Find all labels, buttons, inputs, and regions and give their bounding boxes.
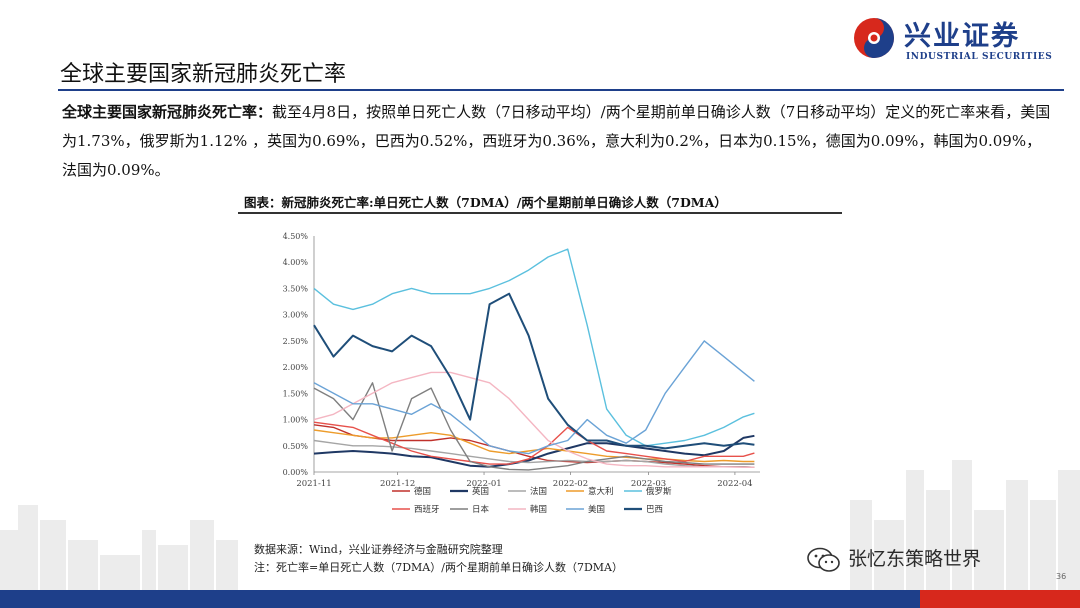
legend-label: 美国: [588, 504, 605, 515]
brand-logo-icon: [854, 18, 894, 58]
x-tick-label: 2022-01: [466, 479, 501, 489]
series-line-韩国: [313, 371, 755, 468]
watermark-text: 张忆东策略世界: [848, 548, 982, 570]
series-line-法国: [313, 439, 755, 468]
series-line-美国: [313, 340, 755, 455]
x-tick-label: 2022-04: [717, 479, 752, 489]
footer-bar: [0, 590, 1080, 608]
definition-note: 注：死亡率=单日死亡人数（7DMA）/两个星期前单日确诊人数（7DMA）: [254, 561, 623, 574]
legend-label: 日本: [472, 504, 490, 515]
footer-bar-red: [920, 590, 1080, 608]
y-tick-label: 0.00%: [283, 468, 309, 477]
page-number: 36: [1056, 572, 1067, 581]
y-tick-label: 3.00%: [283, 311, 309, 320]
series-line-日本: [313, 382, 755, 471]
page-title: 全球主要国家新冠肺炎死亡率: [60, 62, 347, 87]
source-note: 数据来源：Wind，兴业证券经济与金融研究院整理: [254, 543, 503, 556]
brand-name-cn: 兴业证券: [904, 21, 1020, 52]
chart-caption: 图表：新冠肺炎死亡率:单日死亡人数（7DMA）/两个星期前单日确诊人数（7DMA…: [244, 195, 727, 210]
y-tick-label: 1.00%: [283, 416, 309, 425]
x-axis: 2021-11 2021-12 2022-01 2022-02 2022-03 2022-…: [296, 471, 760, 489]
legend-label: 巴西: [646, 505, 663, 515]
series-line-巴西: [313, 292, 755, 450]
caption-divider: [238, 212, 842, 214]
brand-name-en: INDUSTRIAL SECURITIES: [906, 52, 1053, 62]
legend-label: 西班牙: [414, 504, 440, 515]
legend-label: 俄罗斯: [646, 486, 672, 497]
legend-label: 德国: [414, 486, 431, 497]
y-tick-label: 3.50%: [283, 284, 309, 293]
brand-logo: 兴业证券 INDUSTRIAL SECURITIES: [852, 14, 1067, 66]
x-tick-label: 2022-02: [553, 479, 588, 489]
footer-bar-blue: [0, 590, 920, 608]
x-tick-label: 2022-03: [631, 479, 666, 489]
title-divider: [58, 89, 1064, 91]
y-tick-label: 4.00%: [283, 258, 309, 267]
source-notes: 数据来源：Wind，兴业证券经济与金融研究院整理 注：死亡率=单日死亡人数（7D…: [254, 541, 623, 577]
summary-text: 截至4月8日，按照单日死亡人数（7日移动平均）/两个星期前单日确诊人数（7日移动…: [62, 103, 1051, 179]
y-tick-label: 1.50%: [283, 389, 309, 398]
y-tick-label: 2.00%: [283, 363, 309, 372]
series-lines: [313, 248, 755, 471]
summary-lead: 全球主要国家新冠肺炎死亡率：: [62, 103, 273, 121]
summary-paragraph: 全球主要国家新冠肺炎死亡率：截至4月8日，按照单日死亡人数（7日移动平均）/两个…: [62, 98, 1052, 185]
watermark: 张忆东策略世界: [806, 544, 981, 574]
y-tick-label: 0.50%: [283, 442, 309, 451]
series-line-俄罗斯: [313, 248, 755, 447]
x-tick-label: 2021-12: [380, 479, 415, 489]
y-tick-label: 4.50%: [283, 232, 309, 241]
y-tick-label: 2.50%: [283, 337, 309, 346]
x-tick-label: 2021-11: [296, 479, 331, 489]
legend-label: 英国: [472, 486, 489, 497]
legend-label: 法国: [530, 486, 547, 497]
series-line-英国: [313, 434, 755, 468]
legend-label: 韩国: [530, 504, 547, 515]
legend-label: 意大利: [588, 486, 614, 497]
wechat-icon: [807, 547, 840, 572]
y-axis: 0.00% 0.50% 1.00% 1.50% 2.00% 2.50% 3.00% 3.50%…: [283, 232, 315, 477]
